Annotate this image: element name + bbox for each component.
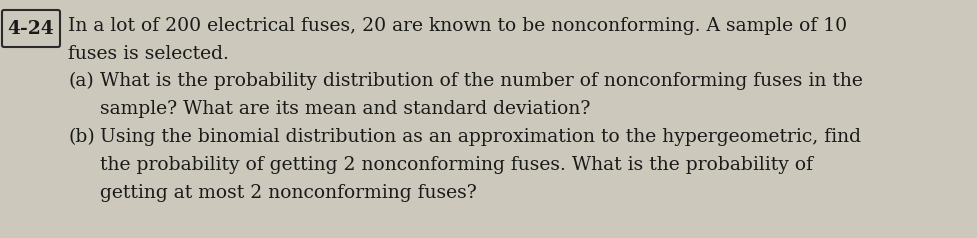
- Text: getting at most 2 nonconforming fuses?: getting at most 2 nonconforming fuses?: [100, 184, 477, 202]
- Text: (a): (a): [68, 72, 94, 90]
- Text: (b): (b): [68, 128, 95, 146]
- Text: fuses is selected.: fuses is selected.: [68, 45, 229, 63]
- Text: Using the binomial distribution as an approximation to the hypergeometric, find: Using the binomial distribution as an ap…: [100, 128, 861, 146]
- Text: the probability of getting 2 nonconforming fuses. What is the probability of: the probability of getting 2 nonconformi…: [100, 156, 813, 174]
- FancyBboxPatch shape: [2, 10, 60, 47]
- Text: In a lot of 200 electrical fuses, 20 are known to be nonconforming. A sample of : In a lot of 200 electrical fuses, 20 are…: [68, 17, 847, 35]
- Text: What is the probability distribution of the number of nonconforming fuses in the: What is the probability distribution of …: [100, 72, 863, 90]
- Text: sample? What are its mean and standard deviation?: sample? What are its mean and standard d…: [100, 100, 590, 118]
- Text: 4-24: 4-24: [8, 20, 55, 38]
